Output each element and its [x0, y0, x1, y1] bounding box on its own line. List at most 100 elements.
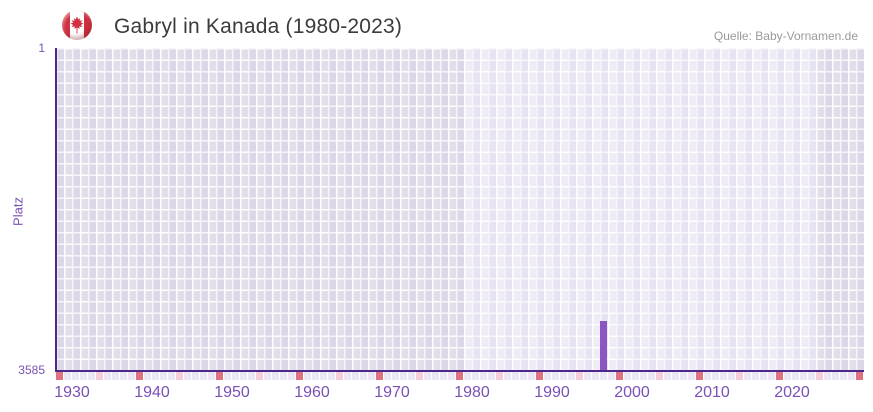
- year-marker: [480, 372, 487, 380]
- year-marker: [640, 372, 647, 380]
- x-axis-ticks: 1930 1940 1950 1960 1970 1980 1990 2000 2010 2020: [54, 383, 864, 405]
- year-marker: [472, 372, 479, 380]
- year-marker: [312, 372, 319, 380]
- year-marker: [440, 372, 447, 380]
- year-marker: [840, 372, 847, 380]
- year-marker: [360, 372, 367, 380]
- year-marker: [584, 372, 591, 380]
- year-marker: [392, 372, 399, 380]
- year-marker: [160, 372, 167, 380]
- year-marker: [232, 372, 239, 380]
- year-marker: [856, 372, 863, 380]
- year-marker: [424, 372, 431, 380]
- year-marker: [56, 372, 63, 380]
- year-marker: [832, 372, 839, 380]
- year-marker: [144, 372, 151, 380]
- year-marker: [384, 372, 391, 380]
- x-axis-tick-label: 1950: [214, 384, 250, 401]
- year-marker: [744, 372, 751, 380]
- year-marker: [216, 372, 223, 380]
- year-marker: [72, 372, 79, 380]
- year-marker: [432, 372, 439, 380]
- year-marker: [88, 372, 95, 380]
- year-marker: [608, 372, 615, 380]
- year-marker: [136, 372, 143, 380]
- year-marker: [264, 372, 271, 380]
- year-marker: [248, 372, 255, 380]
- year-marker: [696, 372, 703, 380]
- year-marker: [456, 372, 463, 380]
- year-marker: [320, 372, 327, 380]
- year-marker: [224, 372, 231, 380]
- year-marker: [520, 372, 527, 380]
- y-axis-tick-bottom: 3585: [18, 363, 45, 377]
- x-axis-tick-label: 1970: [374, 384, 410, 401]
- year-marker: [280, 372, 287, 380]
- year-marker: [552, 372, 559, 380]
- year-marker: [752, 372, 759, 380]
- y-axis-tick-top: 1: [38, 41, 45, 55]
- year-marker: [728, 372, 735, 380]
- year-marker: [80, 372, 87, 380]
- year-marker: [816, 372, 823, 380]
- plot-area: [56, 48, 864, 370]
- year-marker: [200, 372, 207, 380]
- x-axis-tick-label: 1990: [534, 384, 570, 401]
- source-credit: Quelle: Baby-Vornamen.de: [713, 29, 858, 43]
- year-marker: [576, 372, 583, 380]
- year-marker: [400, 372, 407, 380]
- x-axis-tick-label: 1930: [54, 384, 90, 401]
- year-marker: [568, 372, 575, 380]
- year-marker-strip: [56, 372, 864, 380]
- year-marker: [296, 372, 303, 380]
- year-marker: [496, 372, 503, 380]
- year-marker: [96, 372, 103, 380]
- year-marker: [704, 372, 711, 380]
- year-marker: [624, 372, 631, 380]
- year-marker: [120, 372, 127, 380]
- year-marker: [656, 372, 663, 380]
- year-marker: [736, 372, 743, 380]
- year-marker: [288, 372, 295, 380]
- year-marker: [600, 372, 607, 380]
- x-axis-tick-label: 1940: [134, 384, 170, 401]
- year-marker: [800, 372, 807, 380]
- canada-flag-icon: [62, 10, 92, 40]
- x-axis-tick-label: 1980: [454, 384, 490, 401]
- year-marker: [776, 372, 783, 380]
- year-marker: [416, 372, 423, 380]
- grid-lines: [56, 48, 864, 370]
- year-marker: [112, 372, 119, 380]
- year-marker: [680, 372, 687, 380]
- year-marker: [560, 372, 567, 380]
- year-marker: [616, 372, 623, 380]
- year-marker: [592, 372, 599, 380]
- year-marker: [672, 372, 679, 380]
- year-marker: [808, 372, 815, 380]
- year-marker: [376, 372, 383, 380]
- year-marker: [304, 372, 311, 380]
- year-marker: [632, 372, 639, 380]
- year-marker: [712, 372, 719, 380]
- year-marker: [664, 372, 671, 380]
- year-marker: [272, 372, 279, 380]
- year-marker: [544, 372, 551, 380]
- maple-leaf-icon: [70, 16, 84, 34]
- year-marker: [536, 372, 543, 380]
- year-marker: [448, 372, 455, 380]
- year-marker: [184, 372, 191, 380]
- year-marker: [408, 372, 415, 380]
- year-marker: [168, 372, 175, 380]
- year-marker: [848, 372, 855, 380]
- year-marker: [688, 372, 695, 380]
- year-marker: [768, 372, 775, 380]
- year-marker: [504, 372, 511, 380]
- year-marker: [352, 372, 359, 380]
- year-marker: [720, 372, 727, 380]
- year-marker: [824, 372, 831, 380]
- year-marker: [192, 372, 199, 380]
- x-axis-tick-label: 2020: [774, 384, 810, 401]
- year-marker: [368, 372, 375, 380]
- year-marker: [344, 372, 351, 380]
